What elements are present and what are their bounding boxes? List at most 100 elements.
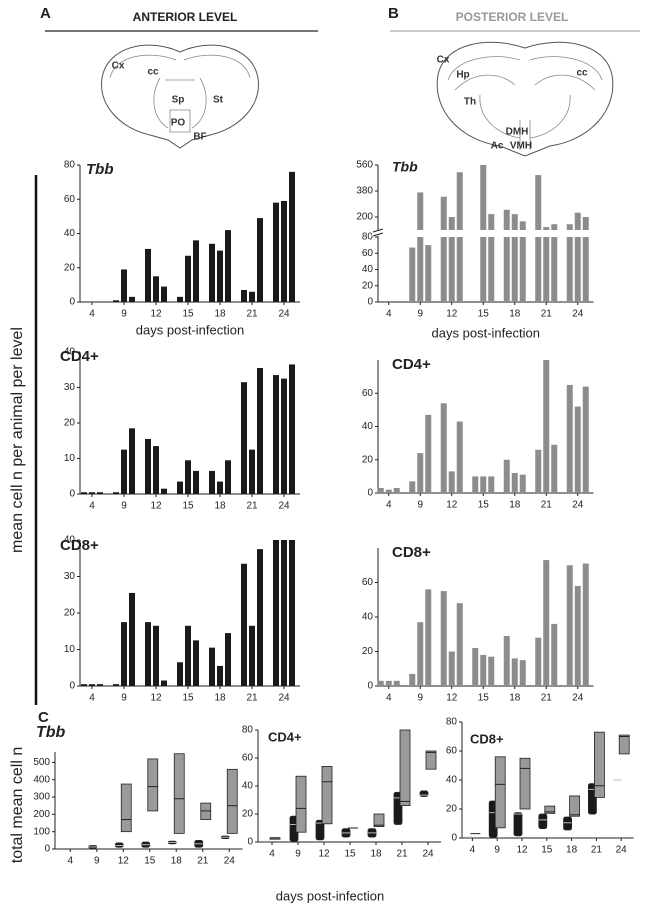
y-tick-label: 20 <box>242 809 254 820</box>
range-box <box>563 816 572 831</box>
bar <box>409 673 416 686</box>
y-tick-label: 20 <box>64 262 76 273</box>
y-tick-label: 10 <box>64 644 76 655</box>
bar-upper <box>386 230 392 246</box>
bar <box>129 428 135 494</box>
bar <box>503 635 510 686</box>
bar <box>209 243 215 302</box>
x-tick-label: 15 <box>182 693 194 704</box>
x-tick-label: 12 <box>446 309 458 320</box>
range-box <box>120 783 132 833</box>
range-box <box>425 750 437 770</box>
bar-upper <box>535 175 542 230</box>
brain-label: Th <box>464 97 476 108</box>
bar-upper <box>488 214 495 230</box>
bar <box>193 640 199 686</box>
bar <box>417 237 424 302</box>
bar <box>289 364 295 494</box>
bar <box>440 237 447 302</box>
panel-label: B <box>388 5 399 22</box>
bar <box>535 237 542 302</box>
bar <box>273 375 279 494</box>
y-tick-label: 500 <box>33 757 50 768</box>
bar <box>153 446 159 494</box>
range-box <box>419 790 429 797</box>
bar <box>113 492 119 494</box>
bar <box>81 492 87 494</box>
y-tick-label: 60 <box>64 194 76 205</box>
x-tick-label: 9 <box>417 309 423 320</box>
bar <box>121 622 127 686</box>
bar <box>129 592 135 686</box>
chart: 0 20 40 60 CD8+ 4 9 12 15 18 21 24 <box>362 544 594 704</box>
bar <box>161 286 167 302</box>
x-tick-label: 18 <box>509 500 521 511</box>
x-tick-label: 15 <box>478 309 490 320</box>
bar <box>488 656 495 686</box>
y-axis-title: mean cell n per animal per level <box>9 327 26 553</box>
bar <box>511 237 518 302</box>
x-tick-label: 9 <box>417 500 423 511</box>
y-tick-label: 20 <box>362 280 374 291</box>
brain-label: Ac <box>491 141 504 152</box>
bar <box>480 476 487 493</box>
x-tick-label: 15 <box>182 309 194 320</box>
range-box <box>373 813 385 828</box>
bar <box>511 658 518 686</box>
y-tick-label: 60 <box>362 248 374 259</box>
brain-label: PO <box>171 118 186 129</box>
bar <box>543 560 550 686</box>
brain-label: Hp <box>456 70 469 81</box>
y-tick-label: 80 <box>64 160 76 171</box>
bar <box>241 382 247 494</box>
range-box <box>538 813 548 829</box>
bar <box>89 492 95 494</box>
bar <box>503 459 510 493</box>
bar <box>503 237 510 302</box>
brain-label: Cx <box>437 55 450 66</box>
bar-upper <box>511 214 518 230</box>
bar-upper <box>582 217 589 230</box>
bar <box>153 625 159 686</box>
bar <box>241 290 247 302</box>
bar <box>551 623 558 686</box>
bar-upper <box>480 165 487 230</box>
bar <box>129 296 135 302</box>
y-tick-label: 20 <box>362 646 374 657</box>
bar <box>566 384 573 493</box>
y-tick-label: 10 <box>64 453 76 464</box>
bar <box>535 637 542 686</box>
brain-label: Cx <box>112 61 125 72</box>
bar <box>566 237 573 302</box>
bar <box>519 237 526 302</box>
x-tick-label: 9 <box>121 693 127 704</box>
y-tick-label: 200 <box>33 809 50 820</box>
x-tick-label: 24 <box>616 845 628 856</box>
bar <box>257 367 263 494</box>
bar-upper <box>519 221 526 230</box>
brain-label: St <box>213 95 224 106</box>
bar <box>480 654 487 686</box>
bar <box>145 248 151 302</box>
y-tick-label: 0 <box>69 681 75 692</box>
bar <box>273 540 279 686</box>
bar <box>566 565 573 686</box>
bar <box>177 481 183 494</box>
x-tick-label: 9 <box>417 693 423 704</box>
bar <box>249 291 255 302</box>
bar <box>241 563 247 686</box>
x-tick-label: 18 <box>370 849 382 860</box>
y-tick-label: 40 <box>362 612 374 623</box>
bar <box>153 276 159 302</box>
chart: 0 20 40 60 80 200 380 560 Tbb days post-infection… <box>356 159 594 340</box>
y-tick-label: 60 <box>362 577 374 588</box>
bar <box>440 591 447 686</box>
y-axis-title: total mean cell n <box>9 747 26 864</box>
y-tick-label: 20 <box>362 454 374 465</box>
y-tick-label: 60 <box>362 388 374 399</box>
chart-title: CD4+ <box>392 356 431 373</box>
x-tick-label: 9 <box>94 856 100 867</box>
bar-upper <box>394 230 400 246</box>
